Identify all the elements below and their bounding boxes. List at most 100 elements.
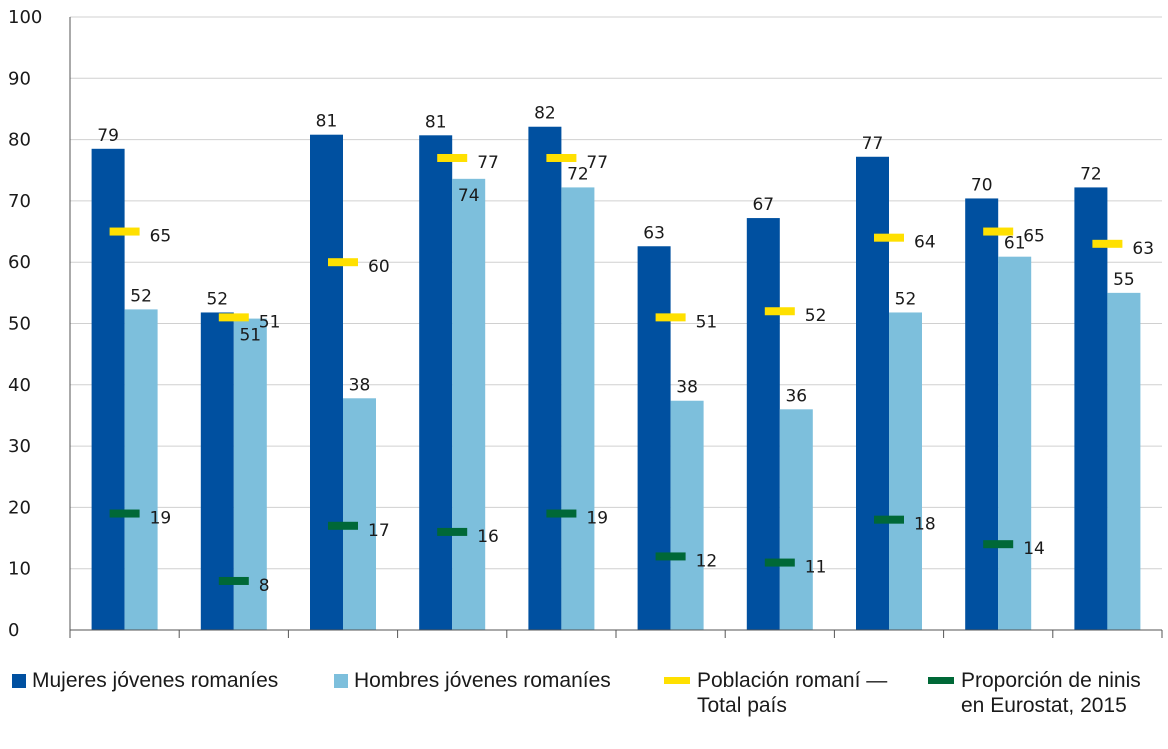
data-label-women: 81	[316, 112, 338, 132]
x-tick-label: ES	[438, 639, 466, 640]
bar-women	[637, 246, 671, 630]
y-tick-label: 70	[8, 191, 31, 212]
data-label-women: 77	[862, 134, 884, 154]
bar-men	[779, 409, 813, 630]
bar-women	[1074, 187, 1108, 630]
data-label-neet: 19	[586, 509, 608, 529]
data-label-roma-total: 65	[1023, 227, 1045, 247]
legend-swatch-men	[334, 674, 348, 688]
data-label-men: 51	[239, 326, 261, 346]
bar-men	[670, 400, 704, 630]
marker-roma-total	[437, 153, 468, 162]
legend-swatch-roma-total	[664, 677, 690, 684]
bar-women	[91, 148, 125, 631]
marker-roma-total	[328, 258, 358, 267]
markers	[109, 153, 1123, 585]
legend: Mujeres jóvenes romaníes Hombres jóvenes…	[0, 668, 1168, 748]
x-tick-label: HU	[655, 639, 685, 640]
bar-women	[856, 156, 889, 630]
data-label-women: 81	[425, 112, 447, 132]
bars	[91, 126, 1141, 631]
y-tick-label: 100	[8, 7, 42, 28]
y-tick-label: 50	[8, 314, 31, 335]
data-label-roma-total: 52	[805, 306, 827, 326]
y-tick-label: 10	[8, 559, 31, 580]
data-label-roma-total: 64	[914, 233, 936, 253]
x-tick-label: SK	[984, 639, 1012, 640]
legend-item-men: Hombres jóvenes romaníes	[334, 668, 611, 693]
y-tick-label: 20	[8, 497, 31, 518]
data-label-neet: 18	[914, 515, 936, 535]
data-label-roma-total: 65	[150, 227, 172, 247]
marker-roma-total	[546, 153, 577, 162]
y-tick-label: 0	[8, 620, 19, 640]
data-label-men: 72	[567, 164, 589, 184]
legend-label-roma-line1: Población romaní —	[697, 669, 888, 692]
marker-neet	[437, 527, 468, 536]
marker-neet	[328, 521, 358, 530]
data-label-neet: 19	[150, 509, 172, 529]
data-label-men: 55	[1113, 270, 1135, 290]
data-labels: 7952651952515188138601781747716827277196…	[97, 104, 1154, 596]
data-label-men: 38	[676, 378, 698, 398]
data-label-women: 70	[971, 175, 993, 195]
y-tick-label: 40	[8, 375, 31, 396]
marker-neet	[109, 509, 140, 518]
y-tick-label: 80	[8, 130, 31, 151]
bar-women	[419, 135, 453, 630]
marker-roma-total	[764, 307, 795, 316]
data-label-women: 82	[534, 104, 556, 124]
legend-label-neet: Proporción de ninis en Eurostat, 2015	[961, 668, 1141, 718]
marker-roma-total	[655, 313, 686, 322]
legend-label-women: Mujeres jóvenes romaníes	[32, 669, 279, 692]
data-label-neet: 17	[368, 521, 390, 541]
data-label-women: 72	[1080, 164, 1102, 184]
x-tick-label: CZ	[220, 639, 248, 640]
marker-roma-total	[109, 227, 140, 236]
marker-neet	[218, 576, 249, 585]
marker-neet	[764, 558, 795, 567]
bar-women	[528, 126, 562, 631]
legend-label-roma-total: Población romaní — Total país	[697, 668, 887, 718]
bar-men	[452, 178, 486, 630]
data-label-men: 36	[785, 386, 807, 406]
bar-women	[310, 134, 343, 631]
data-label-roma-total: 60	[368, 257, 390, 277]
x-axis: BG CZ EL ES HR HU PT RO SK Total (9 EM)	[69, 17, 1164, 640]
data-label-neet: 8	[259, 576, 270, 596]
x-tick-label: EL	[330, 639, 356, 640]
data-label-neet: 11	[805, 558, 827, 578]
marker-roma-total	[218, 313, 249, 322]
x-tick-label: Total (9 EM)	[1051, 639, 1164, 640]
y-axis-ticks: 0 10 20 30 40 50 60 70 80 90 100	[8, 7, 42, 640]
marker-roma-total	[983, 227, 1014, 236]
data-label-neet: 12	[696, 551, 718, 571]
data-label-men: 52	[130, 286, 152, 306]
bar-women	[746, 218, 780, 630]
x-tick-label: BG	[109, 639, 139, 640]
marker-neet	[546, 509, 577, 518]
bar-men	[998, 256, 1032, 630]
data-label-men: 61	[1004, 234, 1026, 254]
legend-item-women: Mujeres jóvenes romaníes	[12, 668, 278, 693]
marker-roma-total	[1092, 239, 1123, 248]
marker-neet	[983, 540, 1014, 549]
legend-swatch-neet	[928, 677, 954, 684]
x-tick-label: RO	[873, 639, 905, 640]
data-label-men: 74	[458, 186, 480, 206]
y-tick-label: 60	[8, 252, 31, 273]
x-tick-label: PT	[766, 639, 793, 640]
legend-label-neet-line2: en Eurostat, 2015	[961, 694, 1127, 717]
data-label-men: 52	[895, 289, 917, 309]
data-label-women: 63	[643, 223, 665, 243]
legend-label-men: Hombres jóvenes romaníes	[354, 669, 611, 692]
bar-men	[889, 312, 922, 630]
legend-item-neet: Proporción de ninis en Eurostat, 2015	[928, 668, 1141, 718]
legend-label-roma-line2: Total país	[697, 694, 787, 717]
data-label-women: 79	[97, 126, 119, 146]
bar-men	[124, 309, 158, 630]
data-label-roma-total: 51	[696, 312, 718, 332]
data-label-women: 67	[752, 195, 774, 215]
y-tick-label: 90	[8, 68, 31, 89]
